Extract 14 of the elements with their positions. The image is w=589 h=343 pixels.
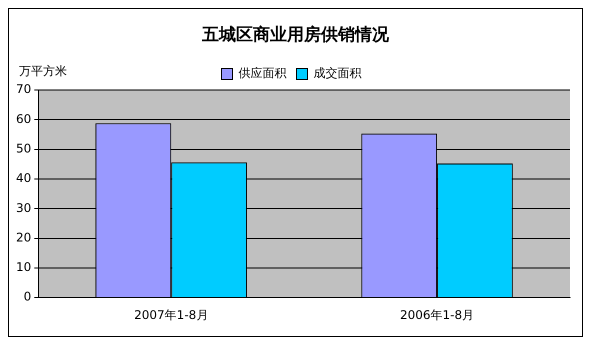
- legend-label: 供应面积: [238, 66, 286, 80]
- y-tick-label: 10: [16, 260, 32, 274]
- y-axis-title: 万平方米: [19, 64, 67, 78]
- y-tick-label: 70: [16, 82, 32, 96]
- y-tick-label: 0: [24, 290, 32, 304]
- y-tick-label: 50: [16, 141, 32, 156]
- y-tick-label: 40: [16, 171, 32, 186]
- y-tick-label: 30: [16, 200, 32, 215]
- chart-title: 五城区商业用房供销情况: [201, 24, 390, 47]
- legend-label: 成交面积: [314, 66, 362, 80]
- y-tick-label: 20: [16, 230, 32, 244]
- x-tick-label: 2006年1-8月: [400, 308, 474, 322]
- y-tick-label: 60: [16, 112, 32, 126]
- x-tick-label: 2007年1-8月: [134, 308, 208, 322]
